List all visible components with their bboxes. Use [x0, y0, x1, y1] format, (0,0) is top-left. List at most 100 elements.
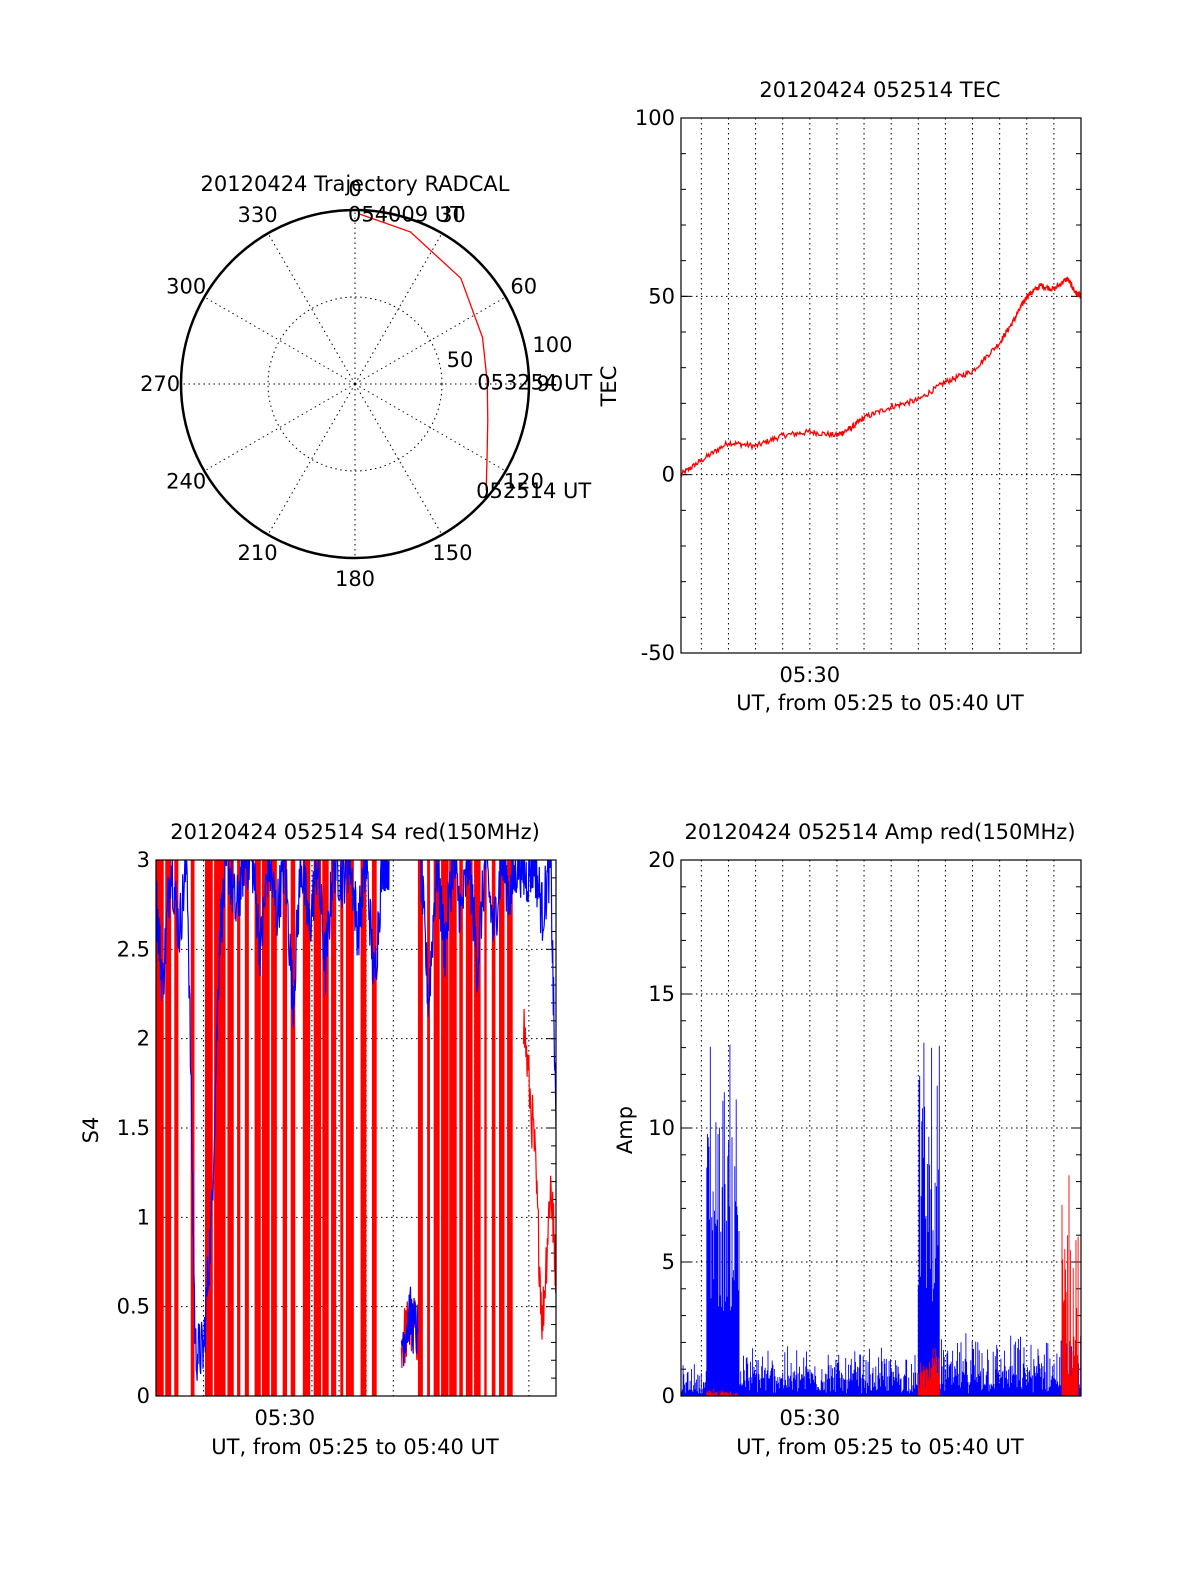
- trajectory-line: [357, 212, 489, 491]
- ytick-label: 10: [648, 1116, 675, 1140]
- spike-red: [322, 860, 329, 1396]
- burst-blue: [706, 1044, 740, 1396]
- spike-red: [313, 860, 322, 1396]
- spike-red: [331, 860, 337, 1396]
- segment-blue: [156, 860, 391, 1381]
- tec-plot: 20120424 052514 TEC UT, from 05:25 to 05…: [597, 78, 1082, 715]
- s4-plot: 20120424 052514 S4 red(150MHz) UT, from …: [79, 820, 557, 1459]
- spike-red: [345, 860, 354, 1396]
- s4-title: 20120424 052514 S4 red(150MHz): [170, 820, 540, 844]
- spike-red: [371, 860, 377, 1396]
- ytick-label: 20: [648, 848, 675, 872]
- xtick-label: 05:30: [780, 1406, 841, 1430]
- ytick-label: 0: [662, 1384, 675, 1408]
- spike-red: [214, 860, 220, 1396]
- angle-label-270: 270: [140, 372, 180, 396]
- spike-red: [254, 860, 261, 1396]
- angle-label-240: 240: [166, 469, 206, 493]
- polar-outer-circle: [179, 208, 531, 560]
- polar-spoke-210: [267, 383, 356, 535]
- time-label-2: 052514 UT: [476, 479, 591, 503]
- polar-spoke-300: [204, 296, 356, 385]
- spike-red: [261, 860, 270, 1396]
- spike-red: [433, 860, 440, 1396]
- spike-red: [499, 860, 505, 1396]
- spike-red: [190, 860, 195, 1396]
- polar-spoke-240: [204, 383, 356, 472]
- polar-angle-labels: 0 30 60 90 120 150 180 210 240 270 300 330 50 100: [140, 177, 572, 591]
- data-layer: [681, 1042, 1081, 1396]
- tec-title: 20120424 052514 TEC: [759, 78, 1000, 102]
- angle-label-60: 60: [510, 275, 537, 299]
- angle-label-150: 150: [432, 541, 472, 565]
- trajectory-track: 054009 UT 053254 UT 052514 UT: [348, 203, 592, 504]
- spike-red: [474, 860, 481, 1396]
- spike-red: [204, 860, 213, 1396]
- spike-red: [340, 860, 344, 1396]
- polar-spoke-150: [354, 383, 443, 535]
- ytick-label: 0.5: [117, 1295, 150, 1319]
- ytick-label: 2: [137, 1027, 150, 1051]
- ytick-label: 15: [648, 982, 675, 1006]
- plot-frame: [155, 859, 557, 1397]
- ytick-label: -50: [641, 641, 675, 665]
- plot-frame: [680, 859, 1082, 1397]
- spike-red: [491, 860, 496, 1396]
- spike-red: [427, 860, 430, 1396]
- ring-label-100: 100: [532, 333, 572, 357]
- plot-frame: [680, 117, 1082, 654]
- ytick-label: 3: [137, 848, 150, 872]
- angle-label-120: 120: [504, 469, 544, 493]
- ytick-label: 100: [635, 106, 675, 130]
- ytick-label: 1: [137, 1205, 150, 1229]
- ytick-label: 50: [648, 284, 675, 308]
- xtick-label: 05:30: [255, 1406, 316, 1430]
- series-line-red: [681, 276, 1081, 478]
- spike-red: [174, 860, 179, 1396]
- ytick-label: 0: [137, 1384, 150, 1408]
- polar-ring-50: [267, 296, 443, 472]
- data-layer: [681, 276, 1081, 478]
- amp-title: 20120424 052514 Amp red(150MHz): [684, 820, 1075, 844]
- angle-label-0: 0: [348, 177, 361, 201]
- spike-red: [237, 860, 241, 1396]
- segment-blue: [420, 860, 556, 1129]
- amp-plot: 20120424 052514 Amp red(150MHz) UT, from…: [613, 820, 1082, 1459]
- segment-red: [522, 1008, 556, 1340]
- spike-red: [465, 860, 473, 1396]
- polar-spoke-330: [267, 233, 356, 385]
- xtick-label: 05:30: [780, 663, 841, 687]
- polar-spoke-60: [354, 296, 506, 385]
- spike-red: [484, 860, 487, 1396]
- angle-label-90: 90: [537, 372, 564, 396]
- time-label-0: 054009 UT: [348, 203, 463, 227]
- ytick-label: 5: [662, 1250, 675, 1274]
- ytick-label: 0: [662, 463, 675, 487]
- amp-ylabel: Amp: [613, 1106, 637, 1154]
- trajectory-polar-plot: 20120424 Trajectory RADCAL 0 30 60 90 120 150…: [140, 172, 592, 591]
- burst-blue: [939, 1333, 1081, 1396]
- spike-red: [227, 860, 234, 1396]
- spike-red: [290, 860, 296, 1396]
- burst-red: [1061, 1175, 1079, 1396]
- spike-red: [282, 860, 287, 1396]
- ytick-label: 2.5: [117, 937, 150, 961]
- tec-xlabel: UT, from 05:25 to 05:40 UT: [736, 691, 1024, 715]
- angle-label-180: 180: [335, 567, 375, 591]
- spike-red: [165, 860, 172, 1396]
- data-layer: [156, 860, 556, 1396]
- burst-red: [917, 1348, 940, 1396]
- tec-ylabel: TEC: [597, 366, 621, 408]
- s4-xlabel: UT, from 05:25 to 05:40 UT: [211, 1435, 499, 1459]
- spike-red: [417, 860, 423, 1396]
- angle-label-30: 30: [439, 203, 466, 227]
- ring-label-50: 50: [447, 348, 474, 372]
- spike-red: [271, 860, 277, 1396]
- time-label-1: 053254 UT: [477, 371, 592, 395]
- burst-blue: [917, 1042, 940, 1396]
- angle-label-210: 210: [238, 541, 278, 565]
- ytick-label: 1.5: [117, 1116, 150, 1140]
- angle-label-300: 300: [166, 275, 206, 299]
- spike-red: [156, 860, 164, 1396]
